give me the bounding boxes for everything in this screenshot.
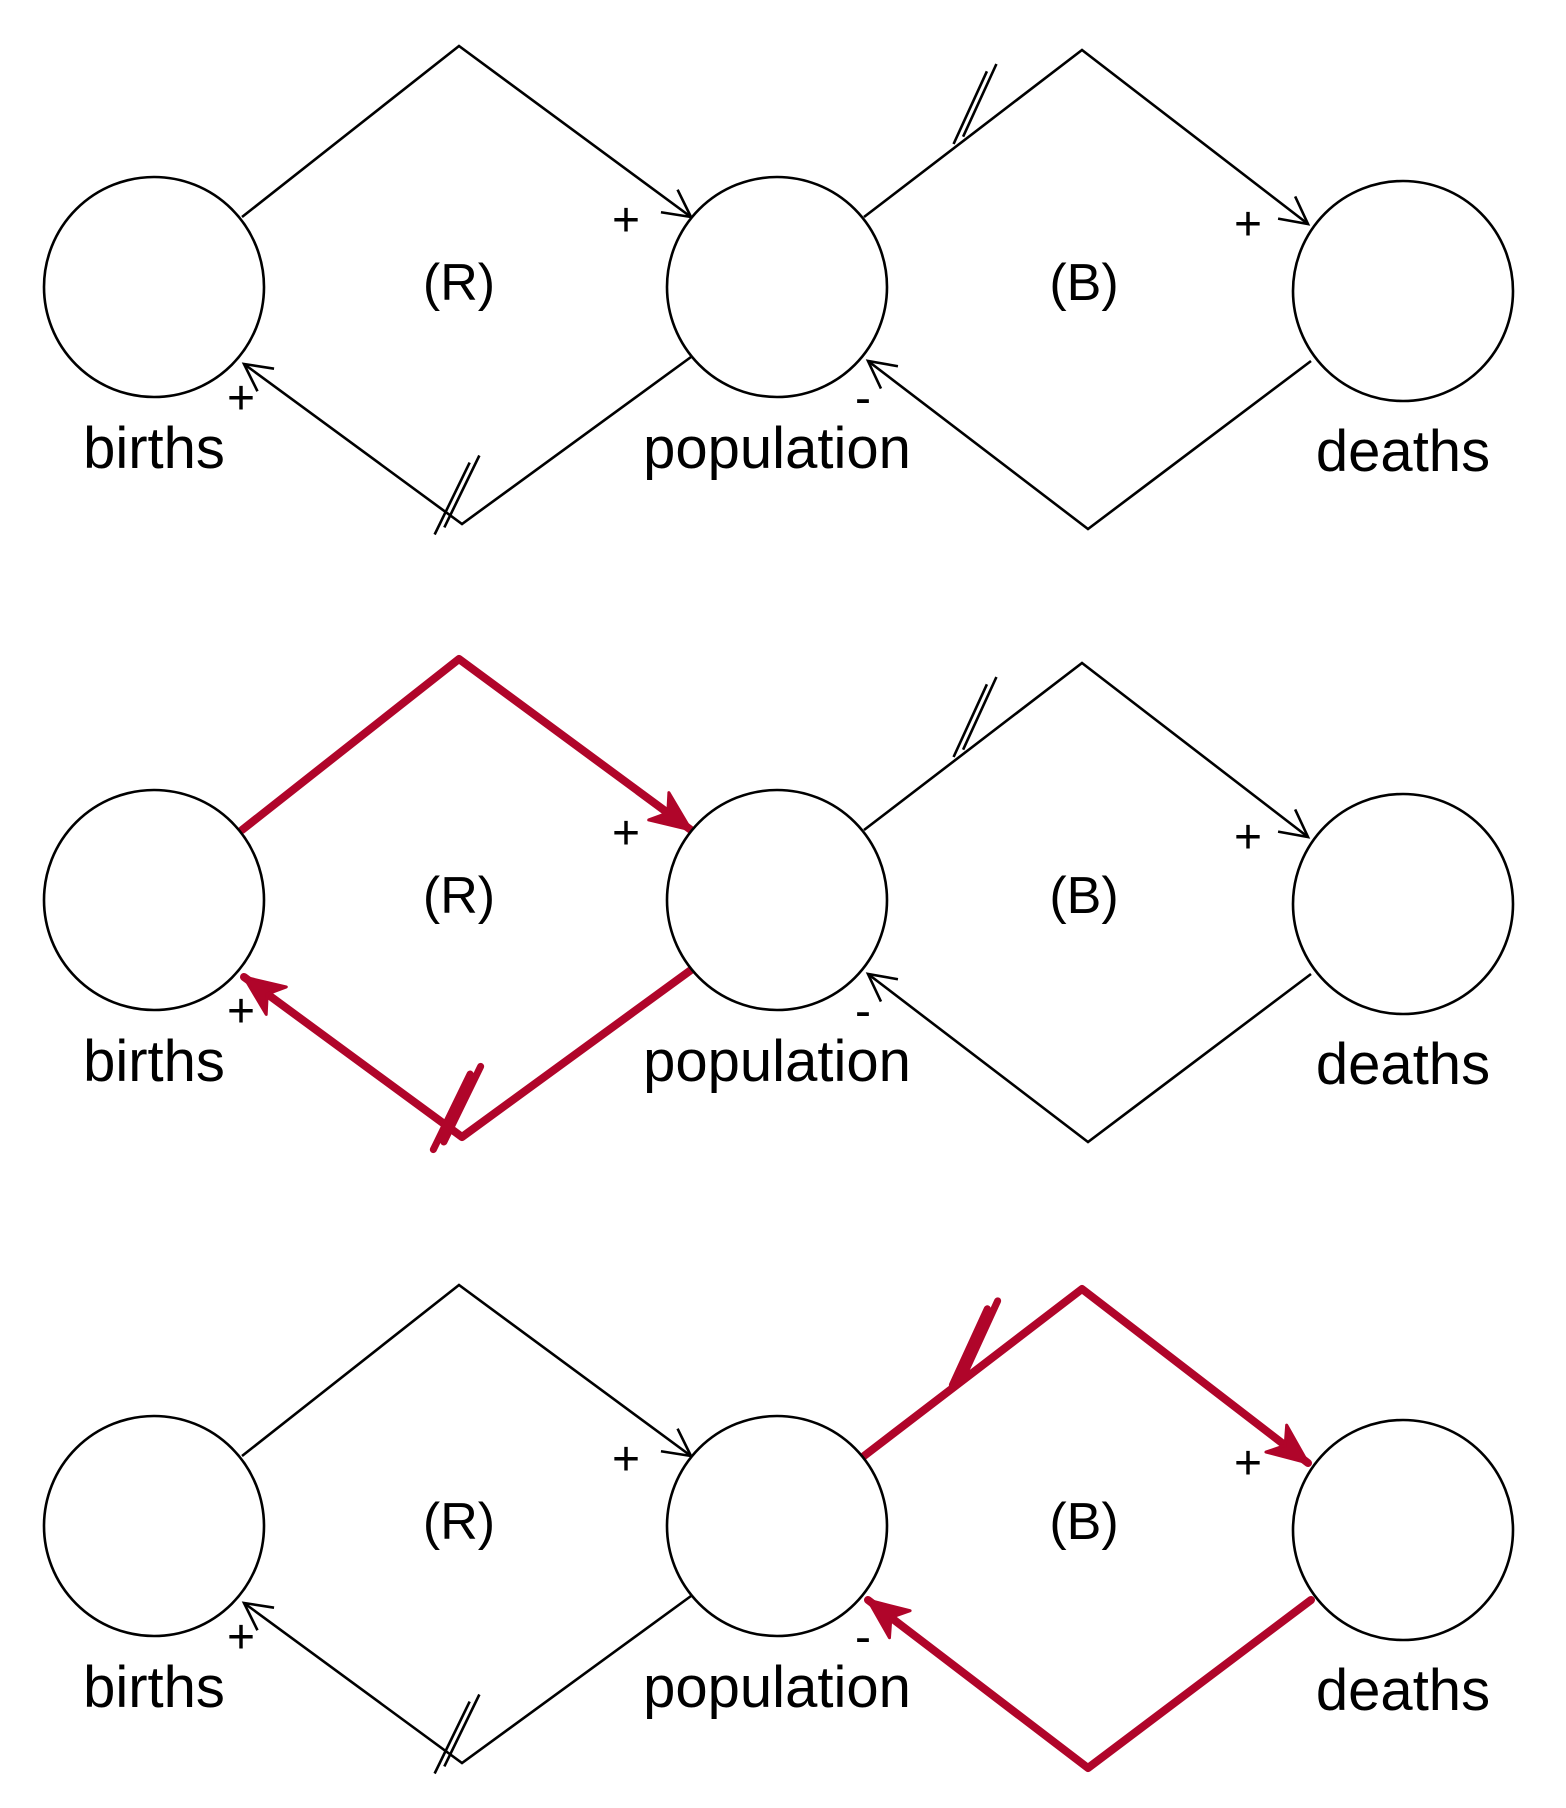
label-deaths: deaths (1316, 419, 1490, 484)
link-population-to-deaths (860, 1285, 1312, 1467)
polarity-population-to-deaths: + (1234, 811, 1262, 864)
delay-mark-population-births (433, 1693, 481, 1775)
delay-tick (429, 1070, 474, 1154)
arrowhead (865, 972, 899, 1003)
delay-mark-population-births (433, 454, 481, 536)
label-deaths: deaths (1316, 1032, 1490, 1097)
arrowhead (1277, 195, 1311, 226)
node-population (665, 175, 889, 399)
polarity-deaths-to-population: - (855, 985, 871, 1038)
node-deaths (1291, 1418, 1515, 1642)
delay-tick (961, 676, 998, 751)
loop-label-reinforcing: (R) (423, 1493, 495, 1551)
polarity-population-to-deaths: + (1234, 198, 1262, 251)
label-births: births (83, 1655, 225, 1720)
arrowhead (647, 791, 693, 832)
node-births (42, 175, 266, 399)
label-deaths: deaths (1316, 1658, 1490, 1723)
arrowhead (865, 359, 899, 390)
loop-panel-1: births population deaths (R) (B) + + + - (42, 44, 1515, 536)
link-population-to-deaths (863, 661, 1309, 839)
polarity-births-to-population: + (612, 194, 640, 247)
polarity-deaths-to-population: - (855, 372, 871, 425)
arrowhead (242, 975, 288, 1016)
link-births-to-population (241, 44, 692, 219)
delay-tick (433, 462, 471, 536)
link-population-to-births (243, 355, 692, 526)
link-births-to-population (241, 1283, 692, 1458)
label-population: population (643, 416, 911, 481)
loop-panel-2: births population deaths (R) (B) + + + - (42, 655, 1515, 1154)
label-births: births (83, 416, 225, 481)
delay-tick (443, 1693, 481, 1767)
polarity-population-to-births: + (227, 985, 255, 1038)
link-population-to-births (240, 966, 695, 1141)
loop-label-balancing: (B) (1049, 1493, 1118, 1551)
loop-label-balancing: (B) (1049, 867, 1118, 925)
link-population-to-deaths (863, 48, 1309, 226)
delay-tick (443, 454, 481, 528)
link-deaths-to-population (867, 359, 1312, 531)
loop-label-reinforcing: (R) (423, 867, 495, 925)
loop-panel-3: births population deaths (R) (B) + + + - (42, 1283, 1515, 1775)
delay-mark-population-deaths (952, 63, 998, 145)
node-deaths (1291, 179, 1515, 403)
node-deaths (1291, 792, 1515, 1016)
node-population (665, 788, 889, 1012)
polarity-deaths-to-population: - (855, 1611, 871, 1664)
label-births: births (83, 1029, 225, 1094)
label-population: population (643, 1029, 911, 1094)
delay-tick (959, 1297, 1002, 1381)
delay-mark-population-deaths (948, 1297, 1002, 1389)
loop-label-reinforcing: (R) (423, 254, 495, 312)
link-deaths-to-population (864, 1596, 1315, 1772)
label-population: population (643, 1655, 911, 1720)
delay-mark-population-births (429, 1062, 485, 1154)
link-births-to-population (238, 655, 695, 834)
delay-tick (961, 63, 998, 138)
arrowhead (866, 1598, 912, 1640)
delay-tick (440, 1062, 485, 1146)
node-population (665, 1414, 889, 1638)
link-deaths-to-population (867, 972, 1312, 1144)
polarity-population-to-births: + (227, 372, 255, 425)
delay-mark-population-deaths (952, 676, 998, 758)
delay-tick (952, 70, 989, 145)
arrowhead (1277, 808, 1311, 839)
delay-tick (948, 1305, 991, 1389)
polarity-births-to-population: + (612, 1433, 640, 1486)
arrowhead (241, 362, 275, 392)
polarity-population-to-births: + (227, 1611, 255, 1664)
link-population-to-births (243, 1594, 692, 1765)
delay-tick (433, 1701, 471, 1775)
delay-tick (952, 683, 989, 758)
node-births (42, 788, 266, 1012)
loop-label-balancing: (B) (1049, 254, 1118, 312)
arrowhead (1264, 1423, 1310, 1465)
node-births (42, 1414, 266, 1638)
arrowhead (241, 1601, 275, 1631)
polarity-births-to-population: + (612, 807, 640, 860)
polarity-population-to-deaths: + (1234, 1437, 1262, 1490)
